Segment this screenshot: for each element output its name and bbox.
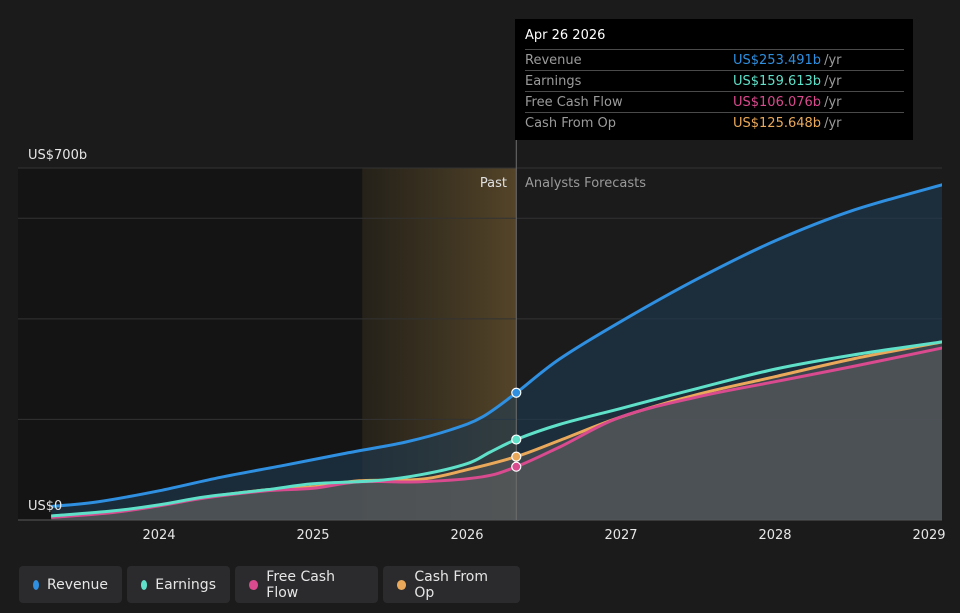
legend-label: Revenue: [47, 576, 108, 593]
tooltip-value: US$253.491b/yr: [733, 52, 842, 68]
y-axis-top-label: US$700b: [28, 148, 87, 163]
legend-item-earnings[interactable]: Earnings: [127, 566, 230, 603]
tooltip-label: Free Cash Flow: [525, 94, 623, 110]
x-tick-label: 2029: [912, 528, 945, 543]
tooltip-date: Apr 26 2026: [525, 28, 606, 43]
tooltip-row-fcf: Free Cash Flow US$106.076b/yr: [525, 91, 904, 112]
tooltip-value: US$106.076b/yr: [733, 94, 842, 110]
earnings-marker: [511, 434, 522, 445]
legend-label: Earnings: [155, 576, 216, 593]
legend-dot-icon: [33, 579, 40, 590]
tooltip-row-earnings: Earnings US$159.613b/yr: [525, 70, 904, 91]
x-tick-label: 2025: [296, 528, 329, 543]
x-tick-label: 2027: [604, 528, 637, 543]
legend-dot-icon: [249, 579, 259, 590]
fcf-marker: [511, 461, 522, 472]
cfo-marker: [511, 451, 522, 462]
tooltip-label: Earnings: [525, 73, 582, 89]
x-tick-label: 2028: [758, 528, 791, 543]
legend-item-revenue[interactable]: Revenue: [19, 566, 122, 603]
legend-label: Free Cash Flow: [266, 568, 335, 601]
cfo-area: [51, 341, 942, 520]
legend: Revenue Earnings Free Cash Flow Cash Fro…: [19, 566, 520, 603]
legend-dot-icon: [141, 579, 148, 590]
x-tick-label: 2024: [142, 528, 175, 543]
tooltip: Apr 26 2026 Revenue US$253.491b/yr Earni…: [515, 19, 913, 140]
forecast-label: Analysts Forecasts: [525, 176, 646, 191]
tooltip-label: Cash From Op: [525, 115, 617, 131]
legend-dot-icon: [397, 579, 407, 590]
earnings-line: [51, 340, 942, 518]
tooltip-row-cfo: Cash From Op US$125.648b/yr: [525, 112, 904, 133]
revenue-marker: [511, 387, 522, 398]
legend-item-cfo[interactable]: Cash From Op: [383, 566, 520, 603]
past-label: Past: [480, 176, 507, 191]
legend-item-fcf[interactable]: Free Cash Flow: [235, 566, 378, 603]
fcf-area: [51, 347, 942, 520]
tooltip-label: Revenue: [525, 52, 582, 68]
legend-label: Cash From Op: [414, 568, 489, 601]
x-tick-label: 2026: [450, 528, 483, 543]
tooltip-row-revenue: Revenue US$253.491b/yr: [525, 49, 904, 70]
y-axis-bottom-label: US$0: [28, 499, 62, 514]
tooltip-value: US$125.648b/yr: [733, 115, 842, 131]
tooltip-value: US$159.613b/yr: [733, 73, 842, 89]
revenue-line: [51, 183, 942, 508]
